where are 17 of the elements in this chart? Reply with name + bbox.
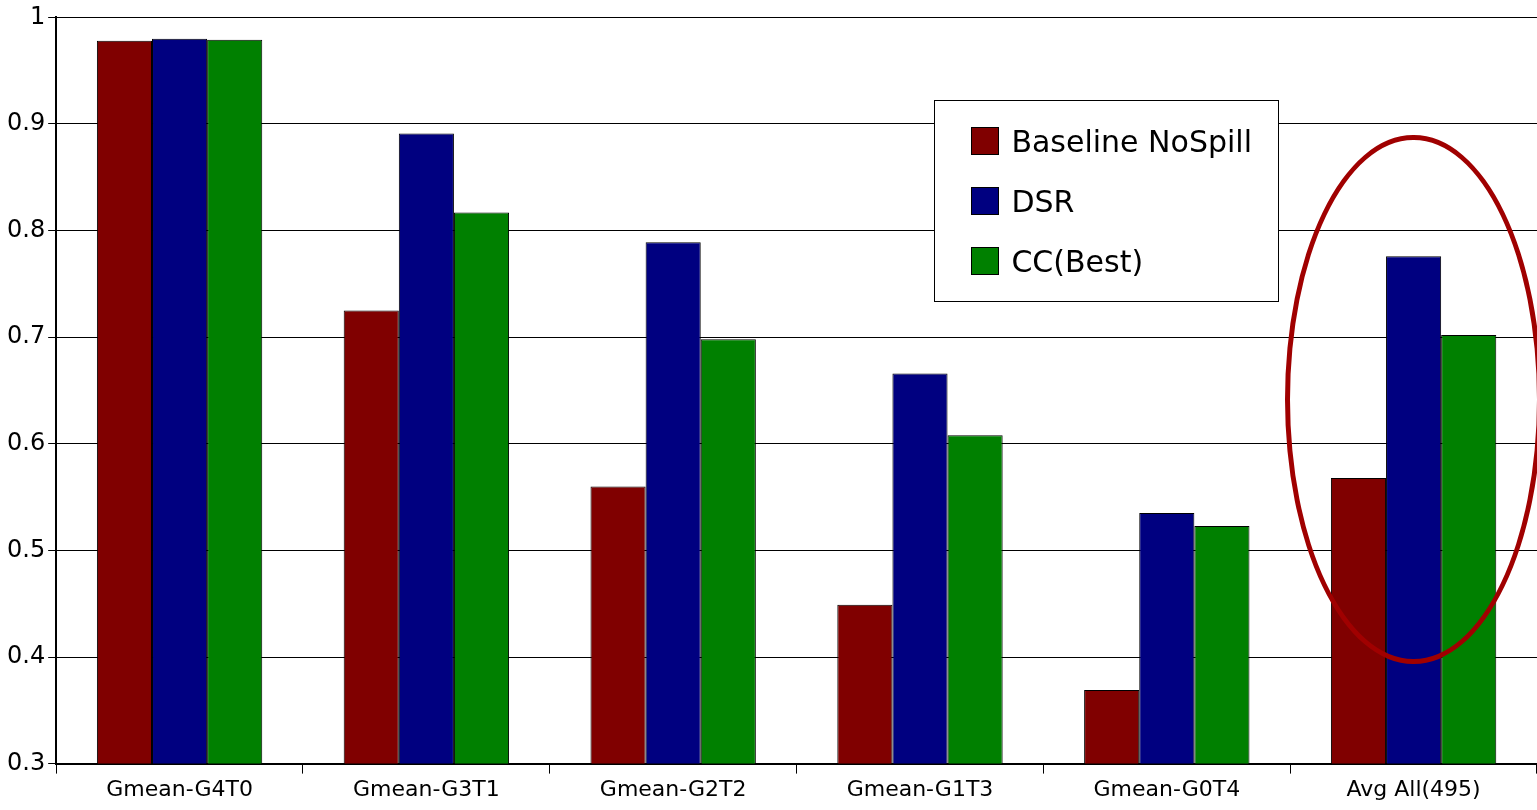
legend-label: CC(Best) xyxy=(1011,243,1144,279)
y-tick-label: 0.3 xyxy=(7,747,46,776)
x-tick-label: Avg All(495) xyxy=(1346,775,1481,801)
y-tick-label: 0.8 xyxy=(7,214,46,243)
legend-label: Baseline NoSpill xyxy=(1011,123,1252,159)
x-tick-label: Gmean-G0T4 xyxy=(1093,775,1241,801)
y-tick-label: 0.6 xyxy=(7,428,46,457)
y-tick-label: 0.9 xyxy=(7,108,46,137)
y-tick-label: 1 xyxy=(29,1,46,30)
y-tick-label: 0.4 xyxy=(7,641,46,670)
legend-label: DSR xyxy=(1011,183,1075,219)
x-tick-label: Gmean-G2T2 xyxy=(599,775,747,801)
x-tick-label: Gmean-G4T0 xyxy=(106,775,253,801)
y-tick-label: 0.7 xyxy=(7,321,46,350)
x-tick-label: Gmean-G3T1 xyxy=(353,775,500,801)
y-tick-label: 0.5 xyxy=(7,534,46,563)
x-tick-label: Gmean-G1T3 xyxy=(846,775,994,801)
